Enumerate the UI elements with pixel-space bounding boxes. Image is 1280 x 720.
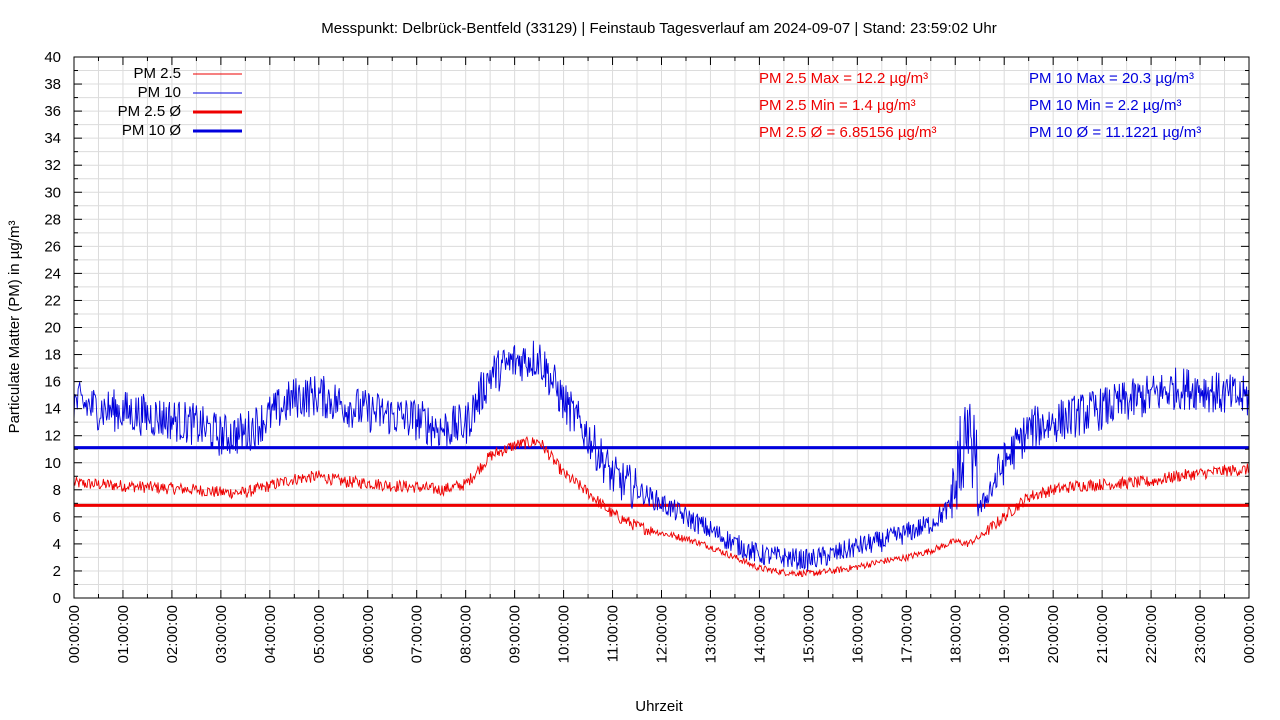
y-tick-label: 32: [44, 157, 61, 174]
x-tick-label: 22:00:00: [1143, 605, 1160, 663]
y-tick-label: 28: [44, 211, 61, 228]
series-line-pm10: [73, 340, 1250, 571]
y-tick-label: 18: [44, 347, 61, 364]
y-tick-label: 26: [44, 238, 61, 255]
x-tick-label: 14:00:00: [751, 605, 768, 663]
y-tick-label: 30: [44, 184, 61, 201]
y-axis-label: Particulate Matter (PM) in µg/m³: [6, 221, 23, 434]
x-tick-label: 08:00:00: [458, 605, 475, 663]
legend-label: PM 10: [138, 84, 181, 101]
x-tick-label: 20:00:00: [1045, 605, 1062, 663]
x-tick-label: 03:00:00: [213, 605, 230, 663]
y-tick-label: 36: [44, 103, 61, 120]
x-tick-label: 18:00:00: [947, 605, 964, 663]
y-tick-label: 40: [44, 49, 61, 66]
x-tick-labels: 00:00:00 01:00:00 02:00:00 03:00:00 04:00:00…: [66, 605, 1258, 663]
stats-annotation: PM 2.5 Min = 1.4 µg/m³: [759, 97, 916, 114]
y-tick-label: 0: [53, 590, 61, 607]
y-tick-label: 10: [44, 455, 61, 472]
stats-annotation: PM 2.5 Max = 12.2 µg/m³: [759, 70, 928, 87]
stats-annotation: PM 2.5 Ø = 6.85156 µg/m³: [759, 124, 936, 141]
axis-ticks: [73, 56, 1250, 599]
x-tick-label: 13:00:00: [702, 605, 719, 663]
y-tick-label: 20: [44, 320, 61, 337]
y-tick-label: 12: [44, 428, 61, 445]
y-tick-label: 4: [53, 536, 61, 553]
stats-annotation: PM 10 Min = 2.2 µg/m³: [1029, 97, 1181, 114]
stats-annotation: PM 10 Max = 20.3 µg/m³: [1029, 70, 1194, 87]
y-tick-label: 38: [44, 76, 61, 93]
x-tick-label: 21:00:00: [1094, 605, 1111, 663]
y-tick-label: 24: [44, 265, 61, 282]
stats-annotations: PM 2.5 Max = 12.2 µg/m³ PM 2.5 Min = 1.4 …: [759, 70, 1201, 141]
x-tick-label: 06:00:00: [360, 605, 377, 663]
legend-label: PM 2.5 Ø: [118, 103, 182, 120]
series-lines: [73, 340, 1250, 578]
series-line-pm25: [73, 436, 1250, 578]
x-tick-label: 10:00:00: [556, 605, 573, 663]
x-tick-label: 07:00:00: [409, 605, 426, 663]
legend-label: PM 10 Ø: [122, 122, 182, 139]
x-tick-label: 02:00:00: [164, 605, 181, 663]
x-tick-label: 00:00:00: [1241, 605, 1258, 663]
x-tick-label: 04:00:00: [262, 605, 279, 663]
x-axis-label: Uhrzeit: [635, 698, 683, 715]
y-tick-label: 6: [53, 509, 61, 526]
x-tick-label: 11:00:00: [605, 605, 622, 662]
legend-label: PM 2.5: [133, 65, 181, 82]
y-tick-label: 14: [44, 401, 61, 418]
y-tick-label: 16: [44, 374, 61, 391]
x-tick-label: 09:00:00: [507, 605, 524, 663]
x-tick-label: 23:00:00: [1192, 605, 1209, 663]
x-tick-label: 15:00:00: [800, 605, 817, 663]
x-tick-label: 17:00:00: [898, 605, 915, 663]
chart-title: Messpunkt: Delbrück-Bentfeld (33129) | F…: [321, 20, 996, 37]
x-tick-label: 19:00:00: [996, 605, 1013, 663]
x-tick-label: 05:00:00: [311, 605, 328, 663]
y-tick-label: 22: [44, 292, 61, 309]
x-tick-label: 00:00:00: [66, 605, 83, 663]
x-tick-label: 01:00:00: [115, 605, 132, 663]
y-tick-label: 34: [44, 130, 61, 147]
stats-annotation: PM 10 Ø = 11.1221 µg/m³: [1029, 124, 1201, 141]
y-tick-label: 8: [53, 482, 61, 499]
y-tick-label: 2: [53, 563, 61, 580]
x-tick-label: 16:00:00: [849, 605, 866, 663]
x-tick-label: 12:00:00: [654, 605, 671, 663]
legend: PM 2.5 PM 10 PM 2.5 Ø PM 10 Ø: [118, 65, 242, 139]
